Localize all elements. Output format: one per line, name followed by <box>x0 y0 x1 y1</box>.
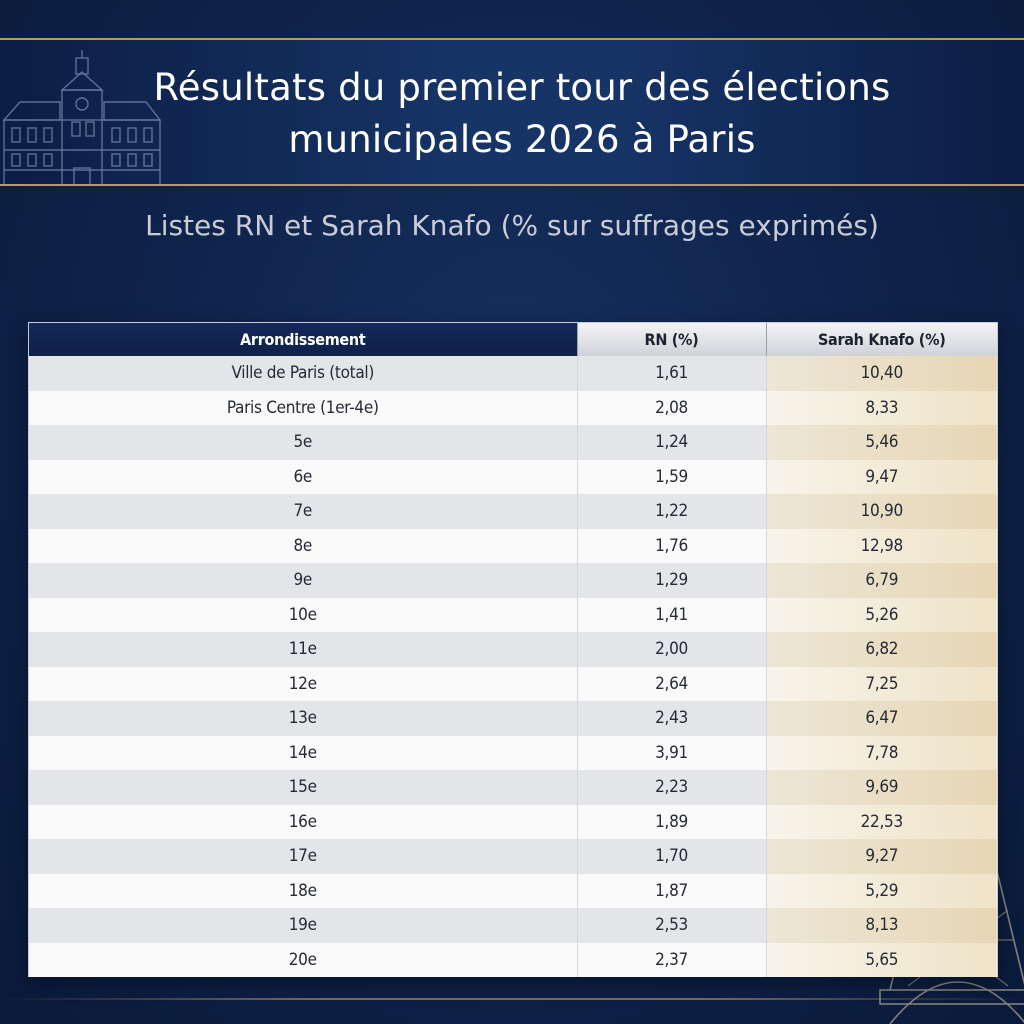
cell-knafo: 5,26 <box>765 597 997 632</box>
table-row: 16e 1,89 22,53 <box>29 804 997 839</box>
cell-knafo: 5,65 <box>765 942 997 977</box>
table-row: 8e 1,76 12,98 <box>29 528 997 563</box>
cell-rn: 2,43 <box>576 701 766 736</box>
cell-arrondissement: 19e <box>29 908 577 943</box>
table-row: 18e 1,87 5,29 <box>29 873 997 908</box>
cell-arrondissement: 20e <box>29 942 577 977</box>
cell-arrondissement: 7e <box>29 494 577 529</box>
cell-rn: 1,24 <box>576 425 766 460</box>
cell-rn: 1,29 <box>576 563 766 598</box>
cell-arrondissement: 10e <box>29 597 577 632</box>
cell-rn: 3,91 <box>576 735 766 770</box>
title-banner: Résultats du premier tour des élections … <box>0 38 1024 186</box>
cell-arrondissement: 5e <box>29 425 577 460</box>
cell-rn: 2,37 <box>576 942 766 977</box>
cell-knafo: 12,98 <box>765 528 997 563</box>
cell-knafo: 8,33 <box>765 390 997 425</box>
cell-arrondissement: 18e <box>29 873 577 908</box>
cell-rn: 2,53 <box>576 908 766 943</box>
table-row: 9e 1,29 6,79 <box>29 563 997 598</box>
table-row: 20e 2,37 5,65 <box>29 942 997 977</box>
table-row: Ville de Paris (total) 1,61 10,40 <box>29 356 997 391</box>
table-row: 15e 2,23 9,69 <box>29 770 997 805</box>
header-sarah-knafo: Sarah Knafo (%) <box>765 323 997 356</box>
cell-rn: 1,87 <box>576 873 766 908</box>
cell-arrondissement: 6e <box>29 459 577 494</box>
results-table: Arrondissement RN (%) Sarah Knafo (%) Vi… <box>28 322 998 977</box>
cell-knafo: 22,53 <box>765 804 997 839</box>
cell-knafo: 7,25 <box>765 666 997 701</box>
cell-arrondissement: Paris Centre (1er-4e) <box>29 390 577 425</box>
bottom-divider <box>0 998 1024 1000</box>
cell-knafo: 10,90 <box>765 494 997 529</box>
table-row: 7e 1,22 10,90 <box>29 494 997 529</box>
cell-arrondissement: 12e <box>29 666 577 701</box>
cell-knafo: 6,79 <box>765 563 997 598</box>
cell-rn: 1,22 <box>576 494 766 529</box>
table-row: 12e 2,64 7,25 <box>29 666 997 701</box>
table-header-row: Arrondissement RN (%) Sarah Knafo (%) <box>29 323 997 356</box>
cell-rn: 1,76 <box>576 528 766 563</box>
cell-rn: 1,41 <box>576 597 766 632</box>
cell-rn: 1,61 <box>576 356 766 391</box>
cell-rn: 2,08 <box>576 390 766 425</box>
cell-knafo: 9,69 <box>765 770 997 805</box>
cell-rn: 1,89 <box>576 804 766 839</box>
cell-knafo: 5,29 <box>765 873 997 908</box>
cell-knafo: 8,13 <box>765 908 997 943</box>
cell-rn: 1,59 <box>576 459 766 494</box>
cell-knafo: 6,82 <box>765 632 997 667</box>
title-line-1: Résultats du premier tour des élections <box>153 66 891 109</box>
cell-arrondissement: 9e <box>29 563 577 598</box>
table-row: 11e 2,00 6,82 <box>29 632 997 667</box>
cell-arrondissement: 11e <box>29 632 577 667</box>
cell-arrondissement: 16e <box>29 804 577 839</box>
cell-knafo: 6,47 <box>765 701 997 736</box>
table-row: 6e 1,59 9,47 <box>29 459 997 494</box>
header-rn: RN (%) <box>576 323 766 356</box>
cell-arrondissement: 15e <box>29 770 577 805</box>
cell-knafo: 10,40 <box>765 356 997 391</box>
table-row: 17e 1,70 9,27 <box>29 839 997 874</box>
table-row: 10e 1,41 5,26 <box>29 597 997 632</box>
cell-arrondissement: 13e <box>29 701 577 736</box>
cell-arrondissement: 14e <box>29 735 577 770</box>
cell-rn: 2,64 <box>576 666 766 701</box>
table-row: 19e 2,53 8,13 <box>29 908 997 943</box>
cell-knafo: 7,78 <box>765 735 997 770</box>
cell-rn: 2,00 <box>576 632 766 667</box>
cell-arrondissement: 8e <box>29 528 577 563</box>
cell-knafo: 5,46 <box>765 425 997 460</box>
hotel-de-ville-icon <box>2 50 162 184</box>
table-row: 14e 3,91 7,78 <box>29 735 997 770</box>
table-row: 5e 1,24 5,46 <box>29 425 997 460</box>
table-row: Paris Centre (1er-4e) 2,08 8,33 <box>29 390 997 425</box>
cell-arrondissement: 17e <box>29 839 577 874</box>
header-arrondissement: Arrondissement <box>29 323 577 356</box>
page-title: Résultats du premier tour des élections … <box>60 62 984 166</box>
cell-rn: 1,70 <box>576 839 766 874</box>
table-row: 13e 2,43 6,47 <box>29 701 997 736</box>
title-line-2: municipales 2026 à Paris <box>288 118 756 161</box>
cell-arrondissement: Ville de Paris (total) <box>29 356 577 391</box>
cell-knafo: 9,27 <box>765 839 997 874</box>
subtitle: Listes RN et Sarah Knafo (% sur suffrage… <box>145 209 879 242</box>
cell-knafo: 9,47 <box>765 459 997 494</box>
cell-rn: 2,23 <box>576 770 766 805</box>
